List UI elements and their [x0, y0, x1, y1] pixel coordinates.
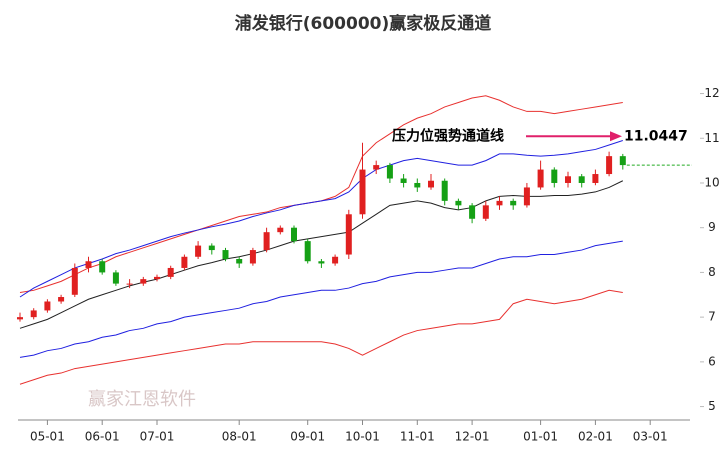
candle-body: [291, 227, 297, 242]
candle-body: [195, 245, 202, 257]
candle-body: [619, 156, 626, 166]
x-tick-label: 09-01: [290, 430, 325, 444]
candle-body: [140, 279, 147, 284]
band-line: [19, 289, 623, 385]
y-tick-label: 11: [704, 131, 719, 145]
y-tick-label: 12: [704, 86, 719, 100]
x-tick-label: 11-01: [400, 430, 435, 444]
candle-body: [112, 272, 119, 284]
candle-body: [154, 276, 160, 280]
candle-body: [332, 256, 339, 264]
x-tick-label: 01-01: [523, 430, 558, 444]
y-tick-label: 5: [708, 399, 716, 413]
x-tick-label: 06-01: [85, 430, 120, 444]
candle-body: [414, 182, 421, 188]
candle-body: [208, 245, 215, 251]
candle-body: [236, 259, 243, 264]
candle-body: [386, 165, 393, 179]
band-line: [19, 140, 623, 298]
candle-body: [400, 178, 407, 183]
candle-body: [482, 205, 489, 219]
candle-body: [510, 200, 517, 206]
candle-body: [428, 180, 434, 188]
candle-body: [126, 283, 133, 285]
candle-body: [44, 301, 51, 311]
candle-body: [30, 310, 37, 318]
candle-body: [469, 205, 476, 219]
annotation-arrowhead: [610, 131, 622, 142]
candle-body: [565, 176, 571, 183]
candle-body: [359, 169, 366, 215]
annotation-label: 压力位强势通道线: [392, 127, 504, 144]
x-tick-label: 02-01: [578, 430, 613, 444]
candle-body: [222, 250, 229, 260]
candle-body: [496, 200, 503, 206]
y-tick-label: 8: [708, 265, 716, 279]
x-tick-label: 10-01: [345, 430, 380, 444]
candle-body: [17, 317, 23, 320]
candle-body: [318, 261, 325, 264]
chart-title: 浦发银行(600000)赢家极反通道: [235, 13, 492, 34]
x-tick-label: 12-01: [455, 430, 490, 444]
candle-body: [551, 169, 558, 183]
candle-body: [304, 241, 311, 262]
annotation-value: 11.0447: [624, 128, 688, 144]
candle-body: [71, 267, 78, 295]
x-tick-label: 05-01: [30, 430, 65, 444]
candle-body: [592, 174, 599, 183]
candle-body: [441, 180, 448, 201]
candle-body: [606, 156, 613, 175]
candle-body: [58, 297, 65, 302]
candle-body: [537, 169, 544, 188]
candle-body: [99, 261, 106, 273]
x-tick-label: 08-01: [222, 430, 257, 444]
candle-body: [578, 176, 585, 183]
y-tick-label: 9: [708, 220, 716, 234]
candle-body: [523, 187, 530, 206]
candle-body: [85, 261, 92, 268]
band-line: [19, 180, 624, 329]
candle-body: [373, 165, 380, 170]
y-tick-label: 7: [708, 310, 716, 324]
candle-body: [345, 214, 352, 255]
candle-body: [455, 200, 462, 206]
x-tick-label: 03-01: [633, 430, 668, 444]
x-tick-label: 07-01: [140, 430, 175, 444]
candle-body: [181, 256, 188, 268]
candle-body: [249, 250, 256, 264]
watermark: 赢家江恩软件: [88, 388, 196, 410]
y-tick-label: 10: [704, 175, 719, 189]
candle-body: [167, 267, 174, 277]
candle-body: [263, 232, 270, 251]
candle-body: [277, 227, 284, 233]
band-line: [19, 240, 623, 358]
y-tick-label: 6: [708, 354, 716, 368]
